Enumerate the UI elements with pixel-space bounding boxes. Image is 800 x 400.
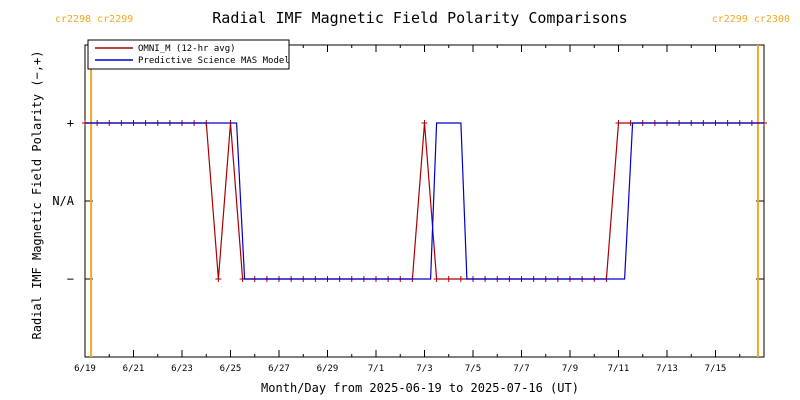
x-tick-label: 7/9 bbox=[562, 364, 578, 374]
carrington-label: cr2299 cr2300 bbox=[712, 14, 790, 25]
omni-data-point-marker bbox=[215, 276, 222, 282]
x-tick-label: 6/21 bbox=[123, 364, 145, 374]
x-tick-label: 7/15 bbox=[705, 364, 727, 374]
omni-data-point-marker bbox=[421, 120, 428, 126]
omni-polarity-line bbox=[85, 122, 764, 280]
x-tick-label: 7/13 bbox=[656, 364, 678, 374]
x-tick-label: 6/19 bbox=[74, 364, 96, 374]
chart-title: Radial IMF Magnetic Field Polarity Compa… bbox=[212, 9, 627, 27]
x-tick-label: 6/25 bbox=[220, 364, 242, 374]
y-axis-label: Radial IMF Magnetic Field Polarity (−,+) bbox=[30, 51, 44, 340]
y-tick-label: N/A bbox=[52, 194, 74, 208]
x-tick-label: 7/7 bbox=[513, 364, 529, 374]
x-tick-label: 7/11 bbox=[608, 364, 630, 374]
omni-data-point-marker bbox=[445, 276, 452, 282]
mas-model-polarity-line bbox=[85, 122, 764, 280]
y-tick-label: + bbox=[67, 116, 74, 130]
x-tick-label: 7/3 bbox=[416, 364, 432, 374]
y-tick-label: − bbox=[67, 272, 74, 286]
legend: OMNI_M (12-hr avg) Predictive Science MA… bbox=[87, 39, 290, 70]
legend-label-mas: Predictive Science MAS Model bbox=[138, 56, 290, 66]
x-tick-label: 6/23 bbox=[171, 364, 193, 374]
x-tick-label: 7/5 bbox=[465, 364, 481, 374]
omni-data-point-marker bbox=[615, 120, 622, 126]
x-tick-label: 6/27 bbox=[268, 364, 290, 374]
x-tick-label: 7/1 bbox=[368, 364, 384, 374]
plot-frame bbox=[84, 44, 765, 358]
legend-label-omni: OMNI_M (12-hr avg) bbox=[138, 44, 236, 54]
legend-box bbox=[87, 39, 290, 70]
x-axis-label: Month/Day from 2025-06-19 to 2025-07-16 … bbox=[261, 381, 579, 395]
x-tick-label: 6/29 bbox=[317, 364, 339, 374]
omni-data-point-marker bbox=[457, 276, 464, 282]
carrington-label: cr2298 cr2299 bbox=[55, 14, 133, 25]
omni-data-point-marker bbox=[433, 276, 440, 282]
